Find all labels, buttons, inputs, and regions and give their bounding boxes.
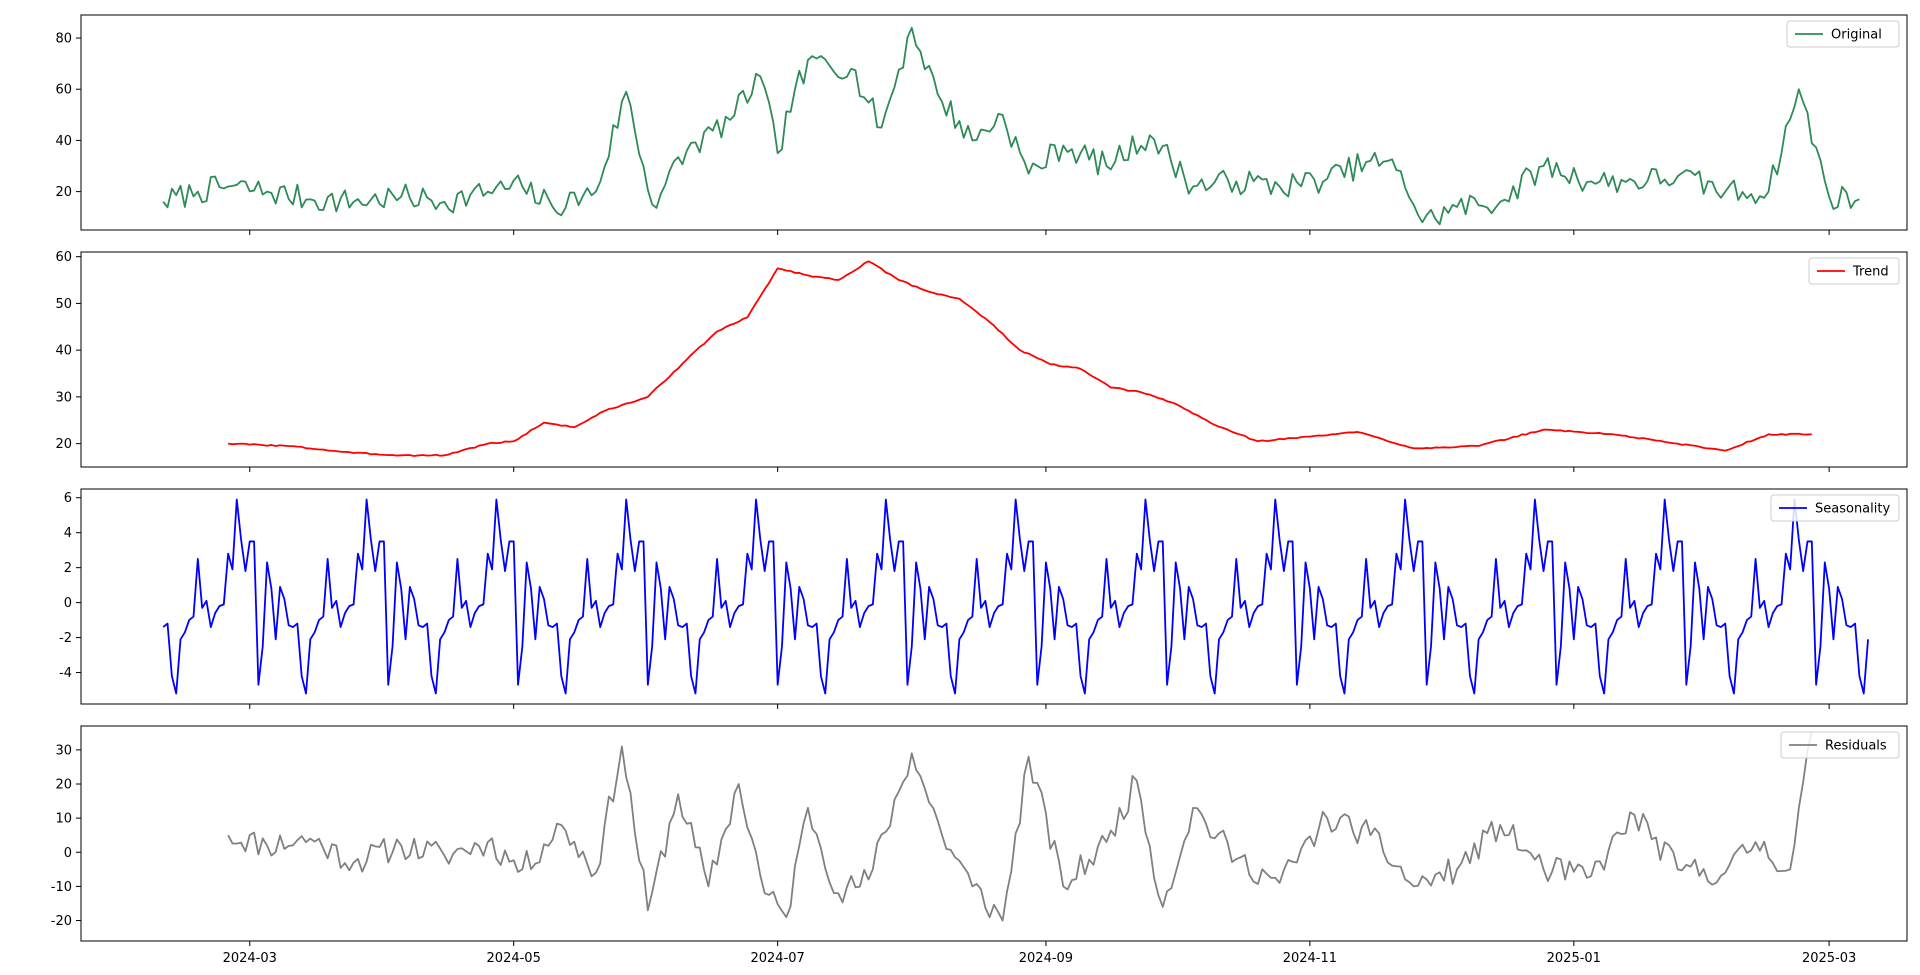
legend-box-residuals — [1780, 731, 1900, 759]
y-tick-label-seasonality: 4 — [64, 526, 72, 541]
series-line-residuals — [227, 732, 1813, 922]
y-tick-label-original: 60 — [55, 83, 72, 98]
y-tick-label-seasonality: 6 — [64, 491, 72, 506]
x-tick-label: 2025-01 — [1547, 951, 1601, 966]
panel-residuals: -20 -10 0 10 20 30 2024-03 2024-05 2024-07 2024-0… — [51, 725, 1908, 966]
legend-label-original: Original — [1831, 28, 1882, 43]
panel-original: 20 40 60 80 Original — [55, 14, 1908, 235]
y-tick-label-trend: 30 — [55, 390, 72, 405]
y-tick-label-trend: 60 — [55, 250, 72, 265]
axes-frame-residuals — [80, 725, 1908, 942]
y-tick-label-seasonality: -4 — [59, 666, 72, 681]
x-tick-label: 2024-05 — [487, 951, 541, 966]
y-tick-label-original: 20 — [55, 185, 72, 200]
series-line-original — [162, 26, 1860, 226]
panel-trend: 20 30 40 50 60 Trend — [55, 250, 1908, 472]
legend-label-trend: Trend — [1852, 265, 1889, 280]
y-tick-label-trend: 40 — [55, 344, 72, 359]
y-tick-label-residuals: 0 — [64, 846, 72, 861]
axes-frame-trend — [80, 251, 1908, 468]
series-line-trend — [228, 260, 1812, 457]
x-tick-label: 2024-07 — [750, 951, 804, 966]
y-tick-label-residuals: 10 — [55, 812, 72, 827]
y-tick-label-residuals: -20 — [51, 914, 72, 929]
y-tick-label-trend: 50 — [55, 297, 72, 312]
x-tick-label: 2025-03 — [1802, 951, 1856, 966]
y-tick-label-original: 80 — [55, 32, 72, 47]
x-tick-label: 2024-11 — [1283, 951, 1337, 966]
axes-frame-original — [80, 14, 1908, 231]
panel-seasonality: -4 -2 0 2 4 6 Seasonality — [59, 488, 1908, 709]
legend-box-original — [1786, 20, 1900, 48]
legend-box-trend — [1808, 257, 1900, 285]
legend-box-seasonality — [1770, 494, 1900, 522]
x-tick-label: 2024-03 — [223, 951, 277, 966]
legend-label-residuals: Residuals — [1825, 739, 1887, 754]
y-tick-label-trend: 20 — [55, 437, 72, 452]
y-tick-label-seasonality: 0 — [64, 596, 72, 611]
y-tick-label-residuals: 20 — [55, 778, 72, 793]
series-line-seasonality — [162, 498, 1869, 695]
legend-label-seasonality: Seasonality — [1815, 502, 1890, 517]
y-tick-label-residuals: -10 — [51, 880, 72, 895]
y-tick-label-seasonality: 2 — [64, 561, 72, 576]
axes-frame-seasonality — [80, 488, 1908, 705]
y-tick-label-seasonality: -2 — [59, 631, 72, 646]
y-tick-label-residuals: 30 — [55, 743, 72, 758]
y-tick-label-original: 40 — [55, 134, 72, 149]
x-tick-label: 2024-09 — [1019, 951, 1073, 966]
